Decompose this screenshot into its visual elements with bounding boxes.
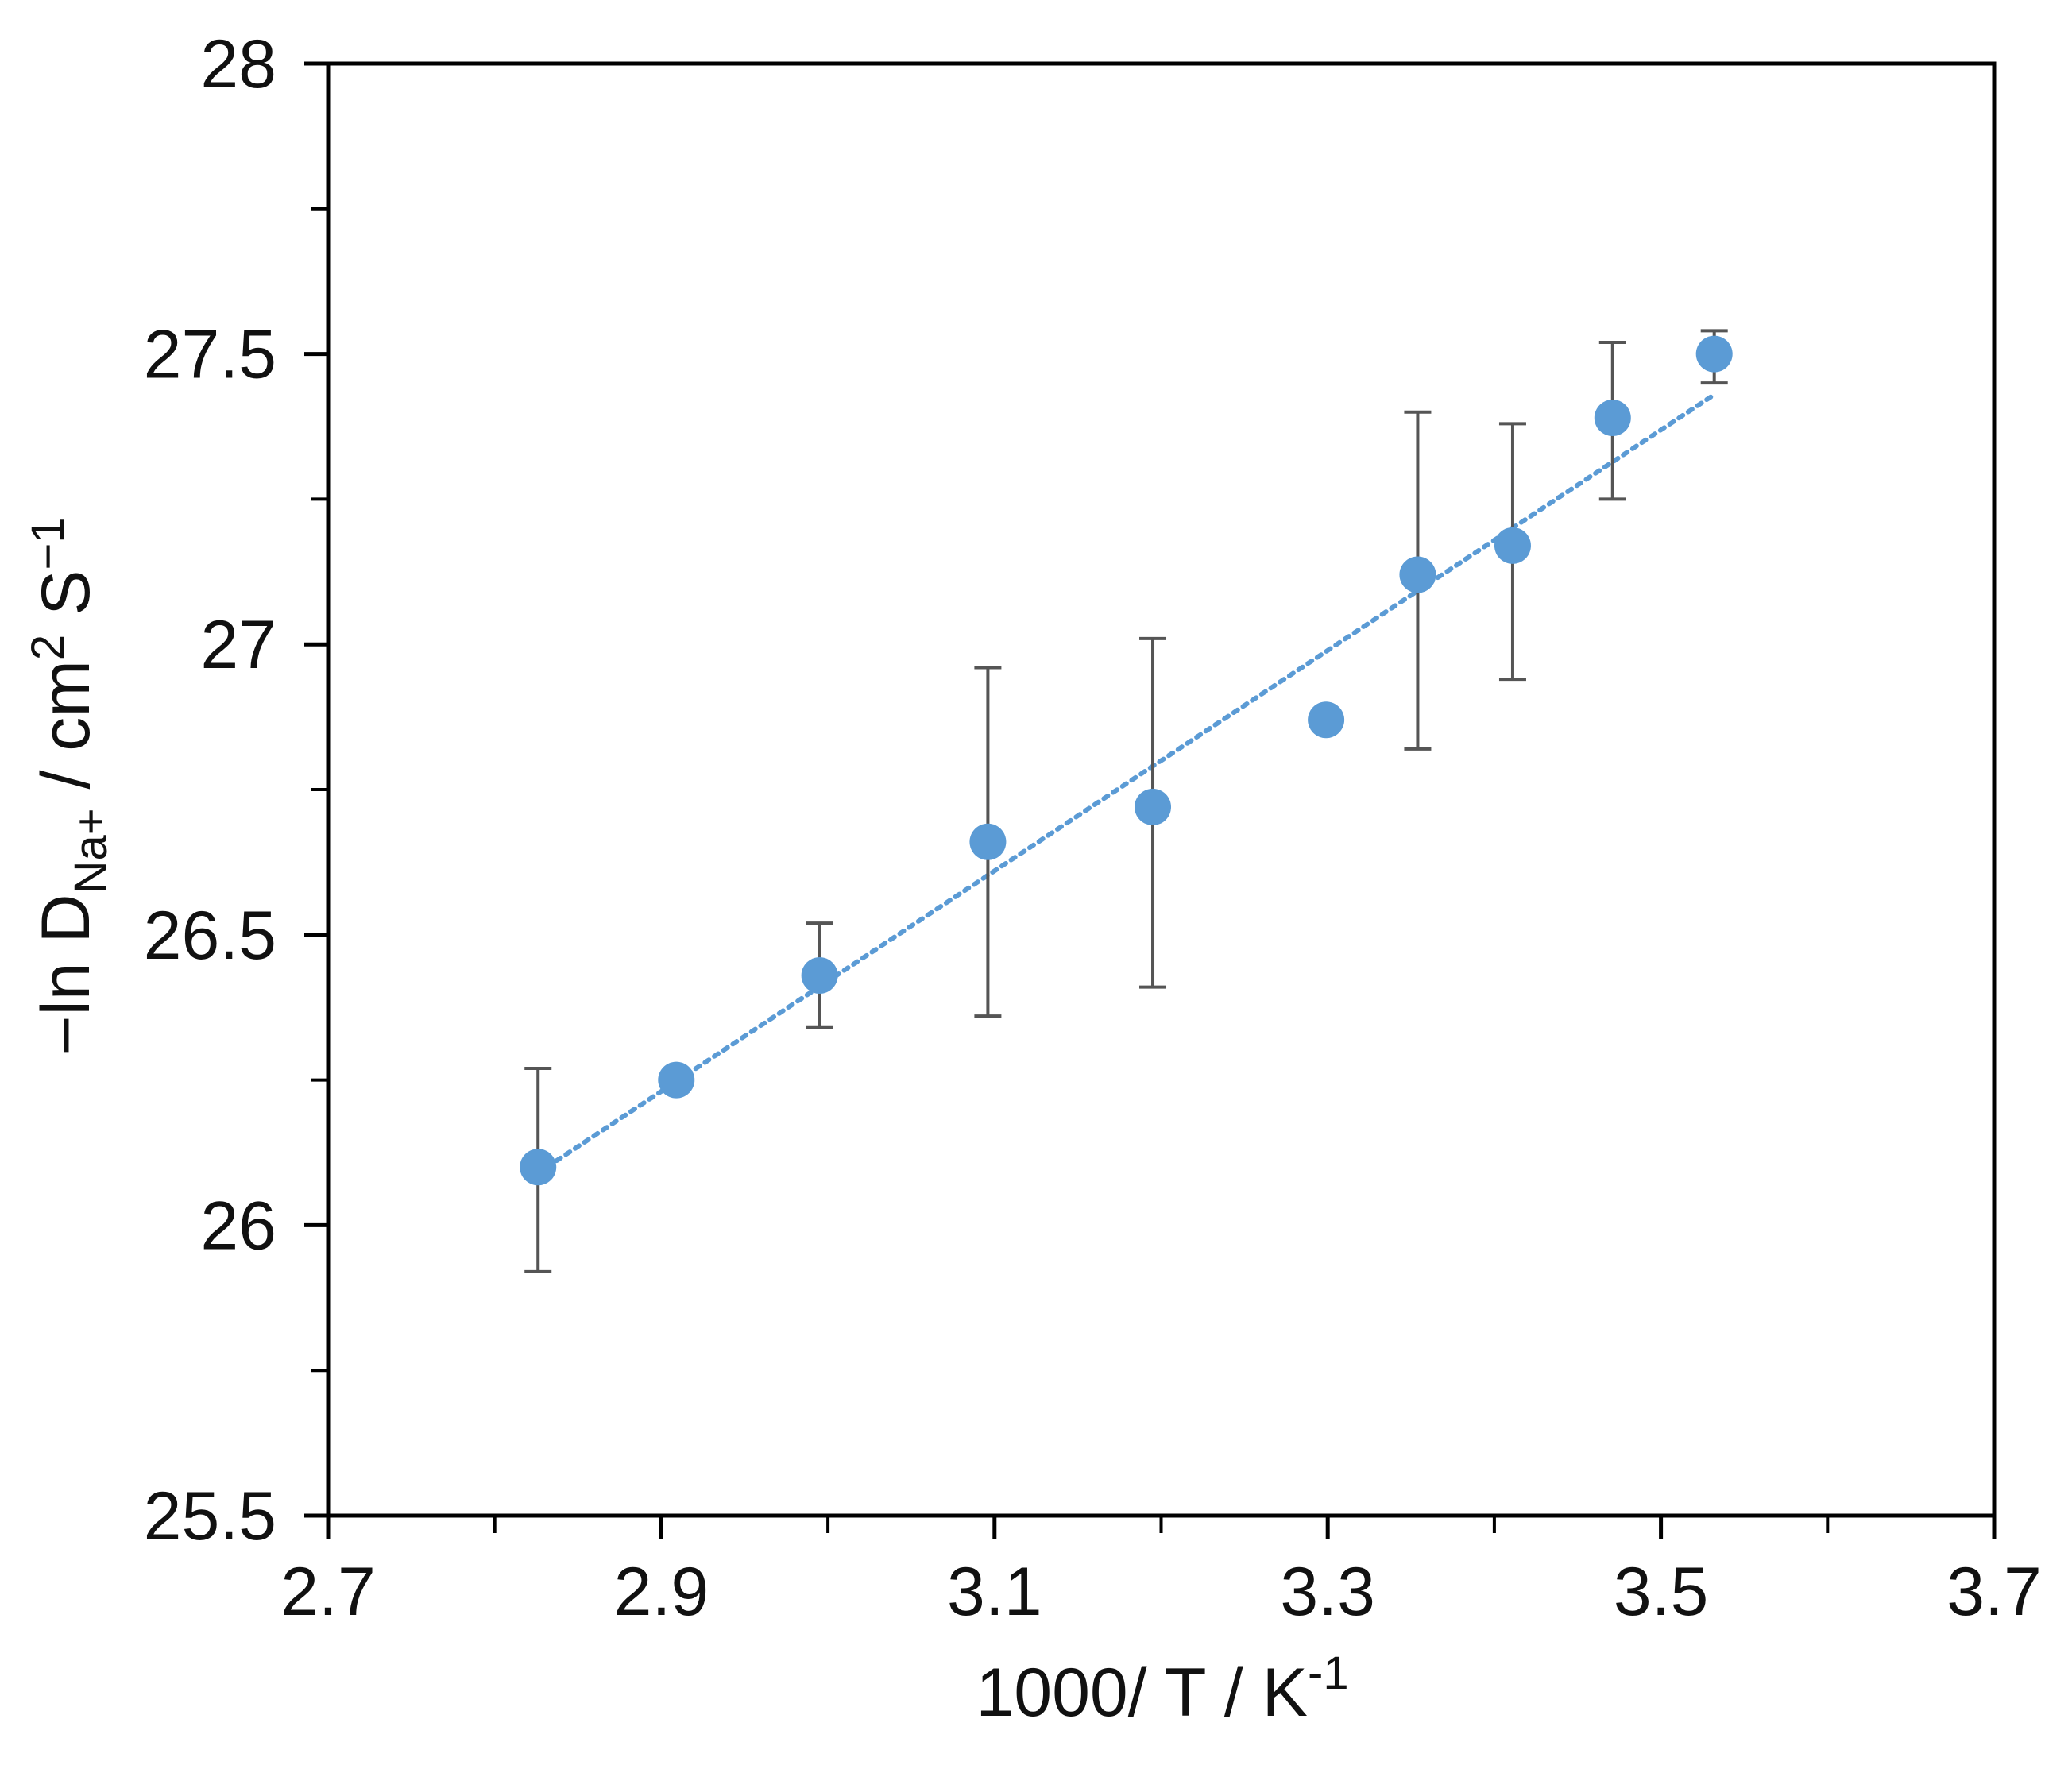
trendline bbox=[535, 392, 1717, 1176]
x-tick-label: 3.5 bbox=[1614, 1554, 1709, 1630]
data-point bbox=[801, 956, 838, 994]
x-axis-title-sup: -1 bbox=[1308, 1647, 1349, 1699]
x-tick-label: 3.1 bbox=[947, 1554, 1042, 1630]
y-axis-title-sup2: −1 bbox=[22, 517, 74, 570]
y-axis-title-sub: Na+ bbox=[65, 808, 117, 894]
y-tick-label: 26 bbox=[200, 1188, 276, 1264]
data-point bbox=[1594, 400, 1631, 437]
x-tick-label: 2.7 bbox=[280, 1554, 376, 1630]
data-point bbox=[520, 1149, 557, 1186]
x-tick-label: 2.9 bbox=[614, 1554, 709, 1630]
x-axis-title: 1000/ T / K-1 bbox=[976, 1647, 1348, 1731]
y-axis-title-suffix: S bbox=[28, 570, 104, 635]
data-point bbox=[1399, 556, 1436, 593]
x-tick-label: 3.7 bbox=[1946, 1554, 2042, 1630]
data-point bbox=[1308, 701, 1345, 739]
y-axis-title: −ln DNa+ / cm2 S−1 bbox=[22, 517, 117, 1055]
x-tick-label: 3.3 bbox=[1280, 1554, 1375, 1630]
errorbar-layer bbox=[524, 329, 1728, 1273]
x-axis-title-main: 1000/ T / K bbox=[976, 1655, 1308, 1731]
point-layer bbox=[520, 335, 1733, 1186]
x-tick-labels: 2.7 2.9 3.1 3.3 3.5 3.7 bbox=[280, 1554, 2042, 1630]
y-tick-label: 27.5 bbox=[144, 317, 276, 393]
data-point bbox=[969, 823, 1007, 860]
y-tick-label: 28 bbox=[200, 26, 276, 102]
y-axis-title-sup1: 2 bbox=[22, 635, 74, 660]
data-point bbox=[1494, 527, 1531, 564]
y-tick-label: 27 bbox=[200, 607, 276, 683]
plot-frame bbox=[326, 61, 1997, 1518]
y-tick-label: 26.5 bbox=[144, 898, 276, 974]
data-point bbox=[1135, 788, 1172, 825]
y-axis-title-middle: / cm bbox=[28, 660, 104, 808]
y-tick-label: 25.5 bbox=[144, 1478, 276, 1555]
y-axis-title-prefix: −ln D bbox=[28, 894, 104, 1055]
trendline-layer bbox=[535, 392, 1717, 1176]
data-point bbox=[1695, 335, 1733, 373]
y-tick-labels: 25.5 26 26.5 27 27.5 28 bbox=[144, 26, 276, 1555]
data-point bbox=[658, 1061, 695, 1099]
minor-ticks bbox=[311, 207, 1830, 1533]
major-ticks bbox=[304, 61, 1997, 1539]
